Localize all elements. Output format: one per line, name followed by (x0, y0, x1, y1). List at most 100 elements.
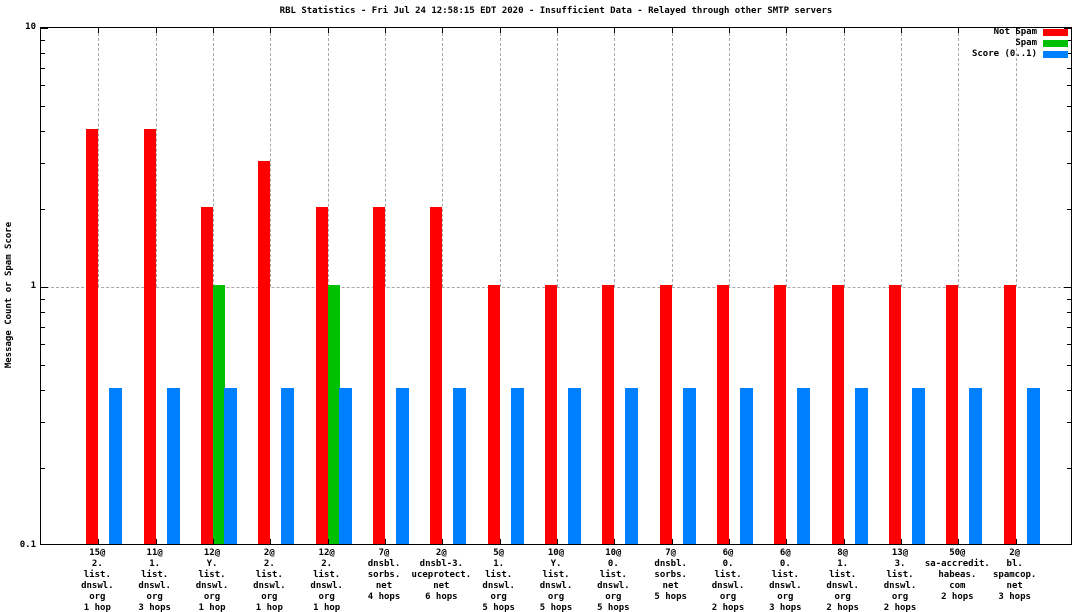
bar-not-spam (373, 207, 385, 544)
bar-not-spam (487, 285, 500, 544)
legend-label: Spam (1015, 38, 1037, 48)
bar-score-0-1 (338, 388, 352, 544)
legend-swatch-spam (1043, 39, 1068, 47)
x-category-label: 12@ Y. list. dnswl. org 1 hop (195, 548, 229, 612)
x-tick-mark (786, 539, 788, 544)
bar-spam (213, 285, 225, 544)
x-category-label: 2@ bl. spamcop. net 3 hops (992, 548, 1037, 602)
x-tick-mark (155, 28, 157, 33)
legend-label: Score (0..1) (971, 49, 1037, 59)
y-tick-mark (1067, 131, 1071, 133)
bar-score-0-1 (224, 388, 237, 544)
x-category-label: 5@ 1. list. dnswl. org 5 hops (482, 548, 515, 612)
y-tick-mark (1067, 390, 1071, 392)
bar-score-0-1 (797, 388, 811, 544)
y-tick-mark (41, 287, 48, 288)
x-tick-mark (499, 539, 501, 544)
y-tick-mark (1067, 85, 1071, 87)
y-tick-mark (1067, 422, 1071, 424)
x-tick-mark (385, 539, 386, 544)
x-category-label: 2@ 2. list. dnswl. org 1 hop (253, 548, 286, 612)
y-tick-mark (41, 468, 45, 470)
x-tick-mark (901, 539, 902, 544)
x-tick-mark (327, 28, 329, 33)
y-tick-mark (41, 312, 45, 314)
y-tick-mark (1067, 298, 1071, 300)
x-tick-mark (1015, 539, 1017, 544)
y-tick-mark (41, 28, 48, 29)
x-category-label: 7@ dnsbl. sorbs. net 4 hops (367, 548, 401, 602)
y-tick-mark (41, 298, 45, 300)
gridline-x (213, 28, 214, 287)
x-tick-mark (385, 28, 386, 33)
x-category-label: 15@ 2. list. dnswl. org 1 hop (81, 548, 114, 612)
gridline-x (786, 28, 788, 287)
bar-not-spam (430, 207, 443, 544)
x-category-label: 10@ Y. list. dnswl. org 5 hops (539, 548, 573, 612)
x-tick-mark (270, 28, 272, 33)
y-tick-mark (1067, 53, 1071, 55)
y-tick-mark (1067, 163, 1071, 165)
bar-not-spam (602, 285, 615, 544)
bar-not-spam (143, 129, 156, 544)
x-tick-mark (213, 28, 214, 33)
legend-row: Score (0..1) (971, 49, 1068, 59)
bar-score-0-1 (166, 388, 180, 544)
x-tick-mark (98, 539, 100, 544)
y-tick-mark (41, 85, 45, 87)
x-tick-mark (557, 539, 558, 544)
x-tick-mark (98, 28, 100, 33)
y-tick-mark (41, 544, 48, 545)
x-category-label: 6@ 0. list. dnswl. org 3 hops (769, 548, 802, 612)
gridline-x (843, 28, 845, 287)
x-tick-mark (843, 539, 845, 544)
plot-area (40, 27, 1072, 545)
y-tick-mark (41, 39, 45, 41)
y-tick-mark (41, 344, 45, 346)
x-category-label: 2@ dnsbl-3. uceprotect. net 6 hops (411, 548, 472, 602)
bar-not-spam (201, 207, 213, 544)
bar-score-0-1 (854, 388, 868, 544)
bar-score-0-1 (969, 388, 983, 544)
gridline-x (499, 28, 501, 287)
x-tick-mark (442, 28, 444, 33)
x-tick-mark (499, 28, 501, 33)
x-tick-mark (729, 539, 730, 544)
y-tick-mark (1067, 468, 1071, 470)
y-tick-mark (1067, 105, 1071, 107)
x-tick-mark (614, 539, 616, 544)
y-tick-mark (41, 364, 45, 366)
x-tick-mark (155, 539, 157, 544)
gridline-x (442, 28, 444, 287)
gridline-x (385, 28, 386, 287)
x-category-label: 13@ 3. list. dnswl. org 2 hops (883, 548, 917, 612)
legend: Not Spam Spam Score (0..1) (971, 27, 1068, 59)
bar-score-0-1 (1026, 388, 1040, 544)
gridline-x (958, 28, 960, 287)
x-category-label: 6@ 0. list. dnswl. org 2 hops (711, 548, 745, 612)
x-category-label: 11@ 1. list. dnswl. org 3 hops (138, 548, 171, 612)
y-tick-mark (1064, 544, 1071, 545)
bar-score-0-1 (281, 388, 295, 544)
x-tick-mark (958, 28, 960, 33)
bar-score-0-1 (682, 388, 696, 544)
x-category-label: 8@ 1. list. dnswl. org 2 hops (826, 548, 859, 612)
x-tick-mark (327, 539, 329, 544)
gridline-x (155, 28, 157, 287)
y-tick-mark (41, 390, 45, 392)
x-tick-mark (270, 539, 272, 544)
legend-row: Spam (1015, 38, 1068, 48)
x-tick-mark (213, 539, 214, 544)
y-tick-label: 10 (25, 22, 36, 32)
y-axis-label: Message Count or Spam Score (4, 221, 14, 369)
y-tick-mark (1067, 68, 1071, 70)
y-tick-mark (41, 131, 45, 133)
x-tick-mark (1015, 28, 1017, 33)
x-tick-mark (671, 28, 673, 33)
gridline-x (327, 28, 329, 287)
y-tick-label: 1 (30, 281, 36, 291)
gridline-x (614, 28, 616, 287)
legend-row: Not Spam (994, 27, 1068, 37)
bar-not-spam (86, 129, 99, 544)
x-tick-mark (786, 28, 788, 33)
